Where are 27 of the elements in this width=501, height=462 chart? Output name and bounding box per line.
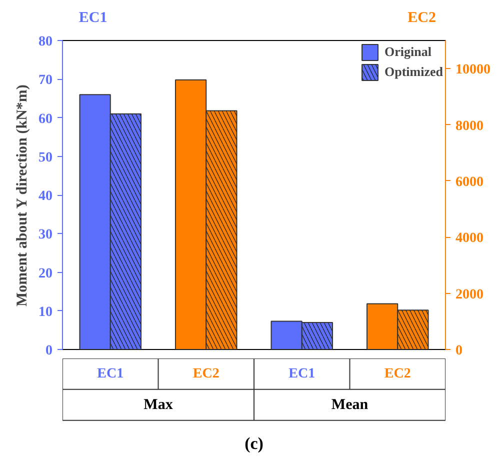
y-tick-label: 50 — [38, 150, 52, 166]
y-tick-label: 70 — [38, 73, 52, 88]
y-tick-label: 80 — [38, 34, 52, 50]
text: Mean — [331, 396, 369, 413]
y-tick-label: 0 — [46, 344, 52, 358]
legend-label: Optimized — [384, 64, 443, 80]
text: (c) — [244, 434, 264, 453]
x-tick-label: EC1 — [288, 366, 316, 382]
y2-tick-label: 4000 — [456, 231, 484, 246]
y2-tick-label: 0 — [456, 344, 462, 358]
x-tick-label: EC2 — [192, 366, 220, 382]
legend-label: Original — [384, 44, 432, 60]
y2-tick-label: 10000 — [456, 62, 490, 78]
text: EC2 — [408, 10, 436, 26]
y-tick-label: 40 — [38, 189, 52, 204]
text: EC1 — [78, 10, 108, 26]
y-tick-label: 10 — [38, 304, 52, 320]
y-tick-label: 30 — [38, 228, 52, 243]
y-axis-title: Moment about Y direction (kN*m) — [14, 84, 30, 307]
y-tick-label: 60 — [38, 112, 52, 127]
y2-tick-label: 2000 — [456, 287, 484, 302]
y2-tick-label: 6000 — [456, 174, 484, 190]
y2-tick-label: 8000 — [456, 118, 484, 134]
y-tick-label: 20 — [38, 266, 52, 282]
x-tick-label: EC1 — [97, 366, 124, 382]
text: Max — [144, 396, 174, 413]
x-tick-label: EC2 — [384, 366, 411, 382]
